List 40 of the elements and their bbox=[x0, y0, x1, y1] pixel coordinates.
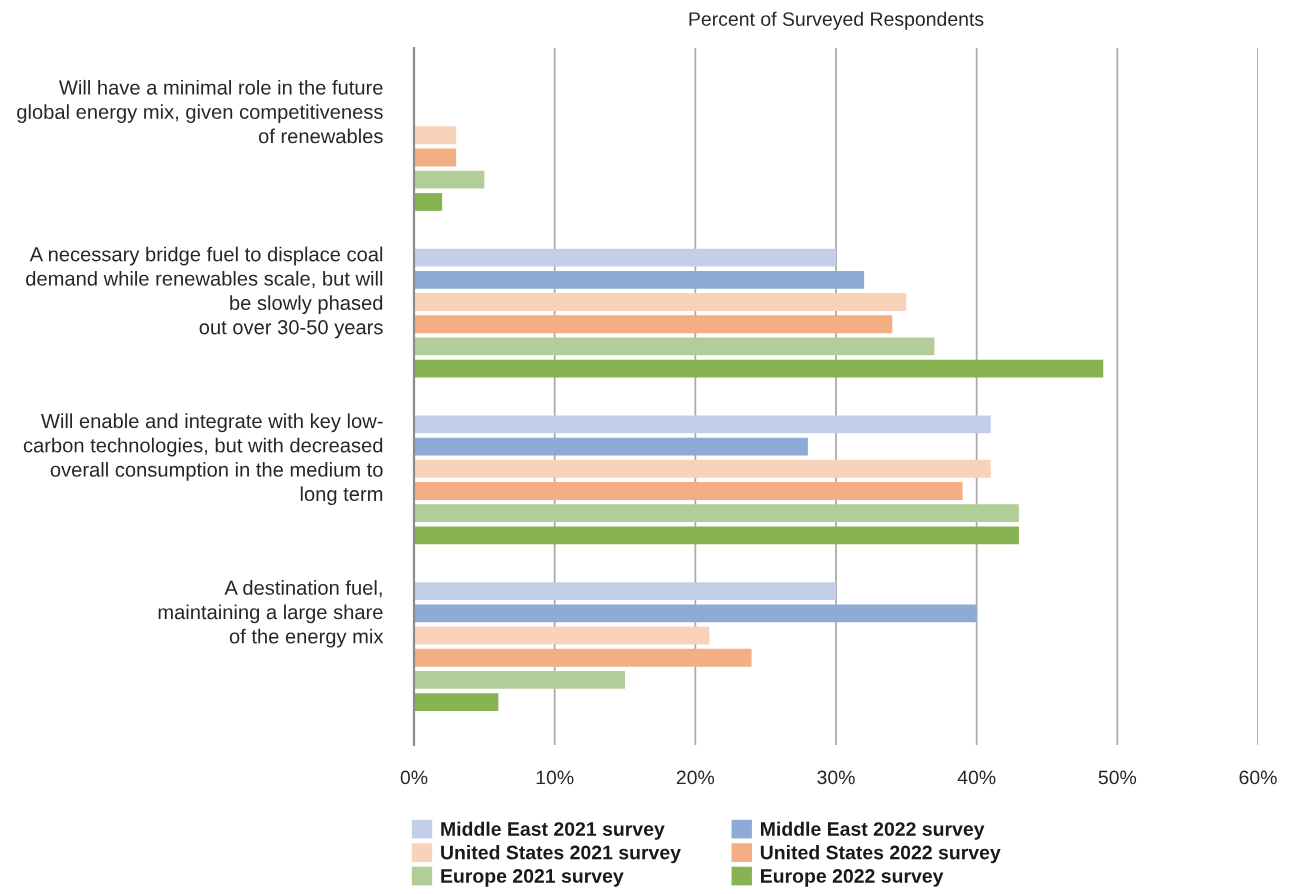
x-tick-label: 40% bbox=[957, 770, 996, 785]
legend-label: Middle East 2021 survey bbox=[441, 821, 665, 840]
legend-label: Europe 2022 survey bbox=[761, 869, 944, 887]
bar bbox=[414, 337, 935, 356]
bar bbox=[414, 604, 977, 623]
bar bbox=[414, 126, 457, 145]
bar bbox=[414, 582, 836, 600]
legend-label: United States 2021 survey bbox=[441, 845, 681, 864]
bar bbox=[414, 293, 907, 311]
y-tick-label: Will have a minimal role in the future global energy mix, given competitiveness of renewables bbox=[17, 79, 383, 144]
bar bbox=[414, 193, 443, 211]
bar bbox=[414, 315, 893, 334]
bar bbox=[414, 270, 865, 289]
bar bbox=[414, 415, 991, 434]
x-tick-label: 30% bbox=[817, 770, 855, 785]
bar bbox=[414, 648, 752, 667]
bar bbox=[414, 170, 485, 189]
x-tick-label: 60% bbox=[1239, 770, 1277, 785]
legend-label: United States 2022 survey bbox=[760, 845, 1001, 864]
y-tick-label: Will enable and integrate with key low- carbon technologies, but with decreased overall consumption in the medium to long term bbox=[23, 413, 383, 506]
x-tick-label: 50% bbox=[1098, 770, 1137, 785]
bar bbox=[414, 671, 625, 689]
bar bbox=[414, 626, 710, 645]
bar bbox=[414, 248, 836, 267]
bar bbox=[414, 148, 457, 167]
x-axis-title: Percent of Surveyed Respondents bbox=[689, 11, 984, 30]
x-tick-label: 10% bbox=[536, 770, 574, 785]
bar bbox=[414, 459, 991, 478]
legend-label: Europe 2021 survey bbox=[441, 869, 624, 887]
bar bbox=[414, 437, 808, 456]
bar bbox=[414, 693, 499, 712]
legend-label: Middle East 2022 survey bbox=[761, 821, 985, 840]
bar bbox=[414, 504, 1019, 523]
bar bbox=[414, 526, 1019, 545]
y-tick-label: A necessary bridge fuel to displace coal demand while renewables scale, but will be slowly phased out over 30-50 years bbox=[26, 246, 383, 339]
y-tick-label: A destination fuel, maintaining a large share of the energy mix bbox=[158, 580, 384, 648]
bar bbox=[414, 359, 1104, 378]
x-tick-label: 20% bbox=[676, 770, 715, 785]
x-tick-label: 0% bbox=[400, 770, 428, 785]
bar bbox=[414, 482, 963, 500]
